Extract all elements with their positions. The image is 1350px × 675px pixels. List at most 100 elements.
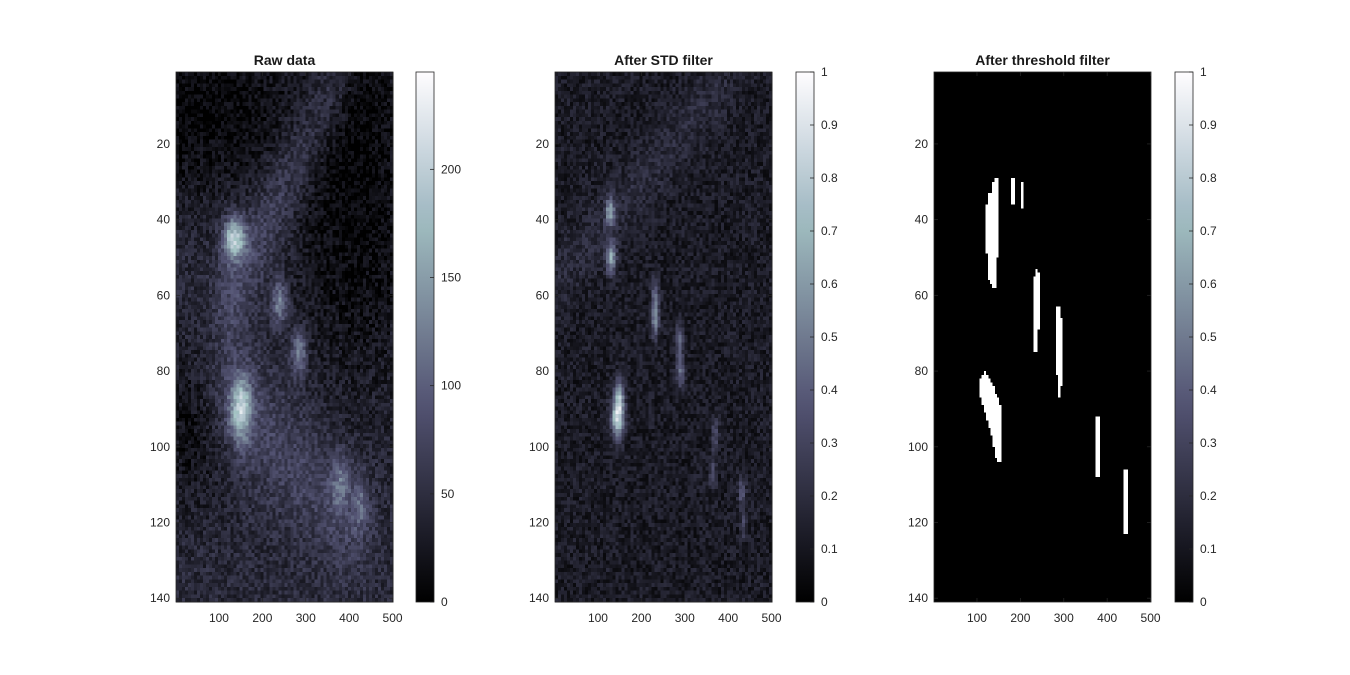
heatmap-cell [380,248,385,254]
heatmap-cell [242,177,246,182]
heatmap-cell [347,165,352,171]
heatmap-cell [365,169,370,175]
heatmap-cell [248,203,252,208]
heatmap-cell [260,177,264,182]
heatmap-cell [233,177,237,182]
heatmap-cell [206,244,210,250]
heatmap-cell [290,72,295,77]
heatmap-cell [179,113,183,118]
heatmap-cell [296,150,301,156]
heatmap-cell [254,248,258,254]
heatmap-cell [350,226,355,231]
heatmap-cell [359,147,364,152]
heatmap-cell [311,248,316,254]
heatmap-cell [215,184,219,190]
heatmap-cell [332,90,337,96]
heatmap-cell [380,117,385,122]
heatmap-cell [278,196,283,201]
heatmap-cell [356,203,361,208]
heatmap-cell [218,83,222,88]
heatmap-cell [215,165,219,171]
heatmap-cell [218,124,222,129]
heatmap-cell [332,139,337,145]
heatmap-cell [293,120,298,126]
heatmap-cell [236,158,240,163]
heatmap-cell [278,241,283,246]
heatmap-cell [209,105,213,111]
heatmap-cell [197,75,201,81]
heatmap-cell [206,252,210,257]
heatmap-cell [254,94,258,99]
heatmap-cell [215,241,219,246]
heatmap-cell [191,214,195,220]
heatmap-cell [302,218,307,223]
heatmap-cell [293,237,298,242]
heatmap-cell [263,165,268,171]
heatmap-cell [245,248,249,254]
heatmap-cell [359,113,364,118]
heatmap-cell [329,113,334,118]
heatmap-cell [326,75,331,81]
heatmap-cell [254,214,258,220]
heatmap-cell [230,120,234,126]
heatmap-cell [194,120,198,126]
heatmap-cell [290,124,295,129]
heatmap-cell [374,229,379,235]
heatmap-cell [380,132,385,137]
heatmap-cell [314,252,319,257]
heatmap-cell [305,244,310,250]
heatmap-cell [290,241,295,246]
heatmap-cell [326,165,331,171]
heatmap-cell [185,241,189,246]
heatmap-cell [362,154,367,160]
heatmap-cell [224,98,228,103]
heatmap-cell [236,192,240,197]
heatmap-cell [206,94,210,99]
heatmap-cell [368,192,373,197]
heatmap-cell [362,226,367,231]
heatmap-cell [314,135,319,141]
heatmap-cell [275,90,280,96]
heatmap-cell [209,229,213,235]
heatmap-cell [344,117,349,122]
heatmap-cell [269,199,274,205]
heatmap-cell [350,214,355,220]
heatmap-cell [287,211,292,216]
heatmap-cell [233,147,237,152]
heatmap-cell [365,120,370,126]
heatmap-cell [320,135,325,141]
heatmap-cell [176,72,180,77]
heatmap-cell [350,241,355,246]
heatmap-cell [332,233,337,238]
heatmap-cell [260,150,264,156]
heatmap-cell [371,75,376,81]
heatmap-cell [251,237,255,242]
heatmap-cell [224,244,228,250]
heatmap-cell [383,226,388,231]
heatmap-cell [302,203,307,208]
heatmap-cell [380,226,385,231]
heatmap-cell [317,109,322,114]
heatmap-cell [341,162,346,167]
heatmap-cell [359,181,364,186]
heatmap-cell [314,203,319,208]
heatmap-cell [335,211,340,216]
heatmap-cell [224,79,228,84]
heatmap-cell [323,90,328,96]
heatmap-cell [197,94,201,99]
heatmap-cell [347,233,352,238]
heatmap-cell [341,192,346,197]
heatmap-cell [284,181,289,186]
heatmap-cell [356,132,361,137]
heatmap-cell [203,139,207,145]
heatmap-cell [287,147,292,152]
heatmap-cell [212,98,216,103]
heatmap-cell [200,124,204,129]
heatmap-cell [299,124,304,129]
heatmap-cell [299,162,304,167]
heatmap-cell [191,252,195,257]
heatmap-cell [314,117,319,122]
heatmap-cell [356,162,361,167]
heatmap-cell [197,135,201,141]
heatmap-cell [176,226,180,231]
